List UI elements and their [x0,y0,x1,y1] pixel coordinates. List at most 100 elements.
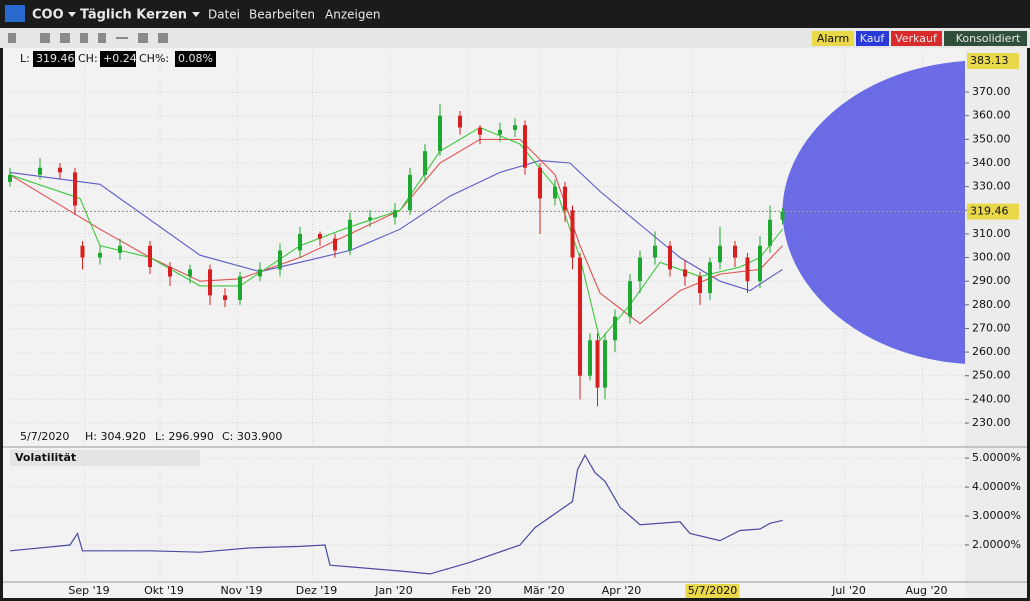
y-tick-label: 310.00 [972,227,1011,240]
candle-body [408,174,412,211]
x-tick-label: Sep '19 [68,584,109,597]
y-tick-label: 240.00 [972,392,1011,405]
candle-body [603,340,607,388]
candle-body [595,340,600,388]
menu-item[interactable]: Anzeigen [325,8,380,22]
consolidated-button[interactable] [944,31,1027,46]
candle-body [223,295,227,301]
candle-body [718,245,722,263]
x-tick-label: Jul '20 [831,584,866,597]
crosshair-date-label: 5/7/2020 [688,584,737,597]
x-tick-label: Mär '20 [523,584,564,597]
sell-button[interactable] [891,31,942,46]
x-tick-label: Feb '20 [452,584,492,597]
candle-body [513,125,517,130]
candle-body [698,276,702,294]
quote-label: CH: [78,52,98,65]
candle-body [318,233,322,239]
quote-box [33,51,75,67]
candle-body [80,245,85,258]
y-tick-label: 270.00 [972,321,1011,334]
candle-body [298,233,302,251]
candle-body [578,257,582,376]
y-tick-label: 340.00 [972,156,1011,169]
candle-body [333,238,337,251]
y-tick-label: 250.00 [972,369,1011,382]
y-tick-label: 5.0000% [972,451,1021,464]
menu-item[interactable]: Bearbeiten [249,8,315,22]
crosshair-low: L: 296.990 [155,430,214,443]
candle-body [523,125,527,168]
price-tag [967,53,1019,70]
candle-body [118,245,122,253]
probability-cone [782,61,965,364]
y-tick-label: 330.00 [972,180,1011,193]
quote-label: L: [20,52,30,65]
price-tag [967,203,1019,220]
plot: Sep '19 Okt '19 Nov '19 Dez '19 Jan '20 Feb '… [8,50,1021,598]
candle-body [538,167,542,199]
line-series [9,160,783,292]
price-axis-area [965,48,1027,598]
candle-body [733,245,737,258]
candle-body [780,211,785,220]
candle-body [588,340,592,376]
symbol[interactable]: COO [32,8,64,23]
quote-label: CH%: [139,52,169,65]
candle-body [148,245,152,268]
y-tick-label: 350.00 [972,132,1011,145]
candle-body [258,269,262,277]
quote-box [100,51,136,67]
toolbar-icons [8,33,168,43]
candle-body [438,115,442,152]
candle-body [638,257,642,282]
candle-body [393,210,397,218]
candle-body [188,269,192,277]
x-tick-label: Okt '19 [144,584,184,597]
y-tick-label: 360.00 [972,109,1011,122]
candle-body [553,186,557,199]
alarm-button[interactable] [812,31,854,46]
crosshair-high: H: 304.920 [85,430,146,443]
candle-body [653,245,657,258]
x-tick-label: Jan '20 [374,584,412,597]
menu-item[interactable]: Datei [208,8,240,22]
chart-type[interactable]: Täglich Kerzen [80,8,187,23]
line-series [9,453,783,575]
candle-body [58,167,62,173]
y-tick-label: 290.00 [972,274,1011,287]
candle-body [758,245,762,282]
candle-body [628,281,632,317]
candle-body [73,172,77,206]
quote-box [175,51,216,67]
x-tick-label: Apr '20 [602,584,642,597]
buy-button[interactable] [856,31,889,46]
app-logo[interactable] [5,5,25,22]
button-label[interactable]: Verkauf [895,32,938,45]
candle-body [668,245,672,270]
y-tick-label: 230.00 [972,416,1011,429]
candle-body [348,219,352,251]
candle-body [278,250,282,270]
y-tick-label: 2.0000% [972,538,1021,551]
candle-body [613,316,617,341]
candle-body [8,174,12,182]
candle-body [683,269,687,277]
candle-body [498,129,502,135]
last-price-label: 319.46 [970,205,1009,218]
candle-body [168,267,172,277]
cone-upper-label: 383.13 [970,54,1009,67]
button-label[interactable]: Kauf [860,32,886,45]
button-label[interactable]: Alarm [817,32,849,45]
candle-body [745,257,750,282]
candle-body [98,252,102,258]
button-label[interactable]: Konsolidiert [956,32,1021,45]
crosshair-close: C: 303.900 [222,430,282,443]
candle-body [478,127,482,135]
candle-body [570,210,575,258]
y-tick-label: 3.0000% [972,509,1021,522]
x-tick-label: Dez '19 [296,584,338,597]
y-tick-label: 300.00 [972,251,1011,264]
candle-body [563,186,567,211]
